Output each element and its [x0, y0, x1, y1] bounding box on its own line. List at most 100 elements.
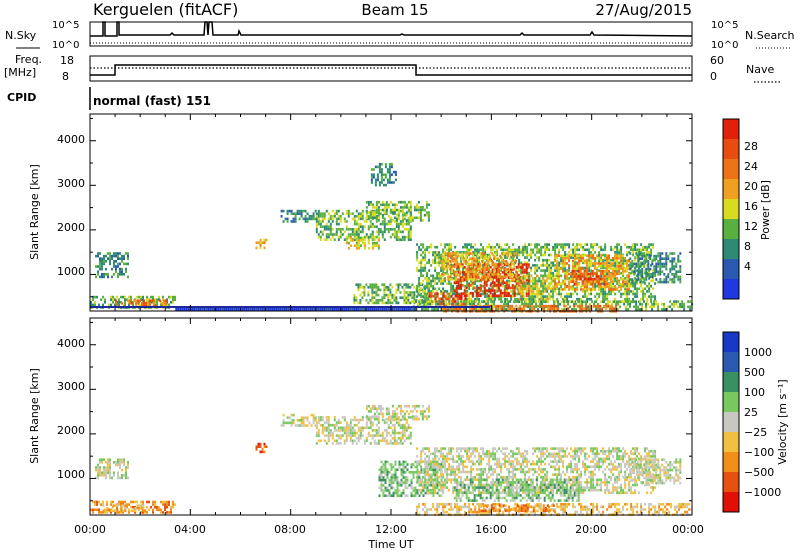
power-cell	[495, 257, 498, 260]
power-cell	[445, 300, 448, 303]
power-cell	[425, 211, 428, 214]
power-cell	[416, 290, 419, 293]
power-cell	[141, 304, 144, 308]
power-cell	[424, 277, 427, 280]
power-cell	[443, 273, 446, 276]
velocity-cell	[343, 416, 346, 419]
power-cell	[639, 252, 642, 255]
power-cell	[645, 302, 648, 306]
power-cell	[661, 262, 664, 266]
power-cell	[640, 253, 643, 257]
power-cell	[588, 288, 590, 291]
power-cell	[394, 178, 397, 182]
velocity-cell	[97, 474, 99, 477]
velocity-cell	[351, 431, 354, 435]
power-cell	[562, 262, 564, 265]
power-cell	[388, 173, 391, 176]
power-cell	[630, 279, 633, 283]
power-cell	[442, 251, 445, 254]
power-cell	[641, 302, 644, 306]
power-cell	[113, 265, 115, 268]
power-cell	[643, 278, 646, 281]
power-cell	[101, 257, 103, 260]
power-cell	[442, 297, 445, 301]
power-cell	[665, 308, 668, 311]
power-cell	[363, 220, 366, 223]
power-cell	[601, 277, 604, 281]
power-cell	[546, 245, 549, 249]
power-cell	[459, 307, 462, 310]
power-cell	[107, 252, 109, 255]
power-panel: Slant Range [km] 1000 2000 3000 4000	[28, 113, 694, 313]
power-cell	[135, 299, 138, 302]
velocity-cell	[259, 450, 262, 454]
velocity-cell	[393, 423, 396, 427]
power-cell	[618, 243, 621, 246]
power-cell	[355, 233, 358, 236]
power-cell	[518, 258, 521, 262]
power-cell	[509, 294, 512, 298]
power-cell	[561, 300, 564, 303]
power-cell	[639, 265, 642, 268]
power-cell	[509, 270, 512, 273]
velocity-cell	[387, 423, 390, 427]
power-cell	[550, 287, 553, 291]
power-cell	[327, 228, 330, 231]
velocity-cell	[154, 503, 156, 506]
power-cell	[516, 297, 519, 301]
power-cell	[530, 274, 533, 278]
velocity-cell	[121, 461, 123, 464]
power-cell	[115, 254, 117, 258]
power-cell	[389, 307, 392, 311]
power-cell	[261, 241, 264, 244]
power-cell	[99, 267, 101, 271]
power-cell	[550, 271, 553, 275]
power-cell	[524, 274, 527, 278]
velocity-cell	[315, 421, 318, 424]
velocity-cell	[331, 431, 334, 435]
power-cell	[431, 302, 434, 306]
power-cell	[487, 257, 490, 260]
power-cell	[383, 225, 386, 228]
power-cell	[357, 283, 360, 286]
power-cell	[371, 211, 374, 214]
power-cell	[679, 252, 682, 255]
power-cell	[455, 262, 458, 266]
power-cell	[361, 296, 364, 299]
velocity-cell	[136, 504, 139, 507]
velocity-cell	[105, 474, 107, 477]
power-cell	[417, 211, 420, 214]
power-cell	[614, 245, 617, 249]
power-cell	[329, 307, 332, 311]
power-cell	[655, 265, 658, 268]
power-cell	[622, 274, 625, 278]
power-cell	[622, 292, 625, 296]
power-cell	[643, 252, 646, 255]
power-cell	[407, 216, 410, 220]
velocity-cell	[306, 416, 309, 419]
power-cell	[215, 307, 218, 311]
power-cell	[387, 296, 390, 299]
power-cell	[499, 291, 502, 295]
power-cell	[648, 277, 651, 280]
power-cell	[416, 251, 419, 254]
power-cell	[652, 269, 655, 272]
power-cell	[558, 280, 560, 283]
power-cell	[501, 304, 504, 308]
power-cell	[483, 265, 486, 268]
power-cell	[445, 252, 448, 255]
power-cell	[371, 230, 374, 234]
power-cell	[479, 289, 482, 292]
power-cell	[479, 267, 482, 271]
power-cell	[566, 285, 568, 289]
power-cell	[363, 244, 366, 247]
power-cell	[145, 302, 148, 305]
velocity-cell	[146, 505, 148, 509]
power-cell	[444, 245, 447, 249]
power-cell	[393, 220, 396, 223]
power-cell	[529, 300, 532, 303]
power-cell	[321, 217, 324, 221]
power-cell	[389, 208, 392, 212]
freq-left-tick-high: 18	[60, 54, 74, 67]
power-cell	[466, 243, 469, 246]
